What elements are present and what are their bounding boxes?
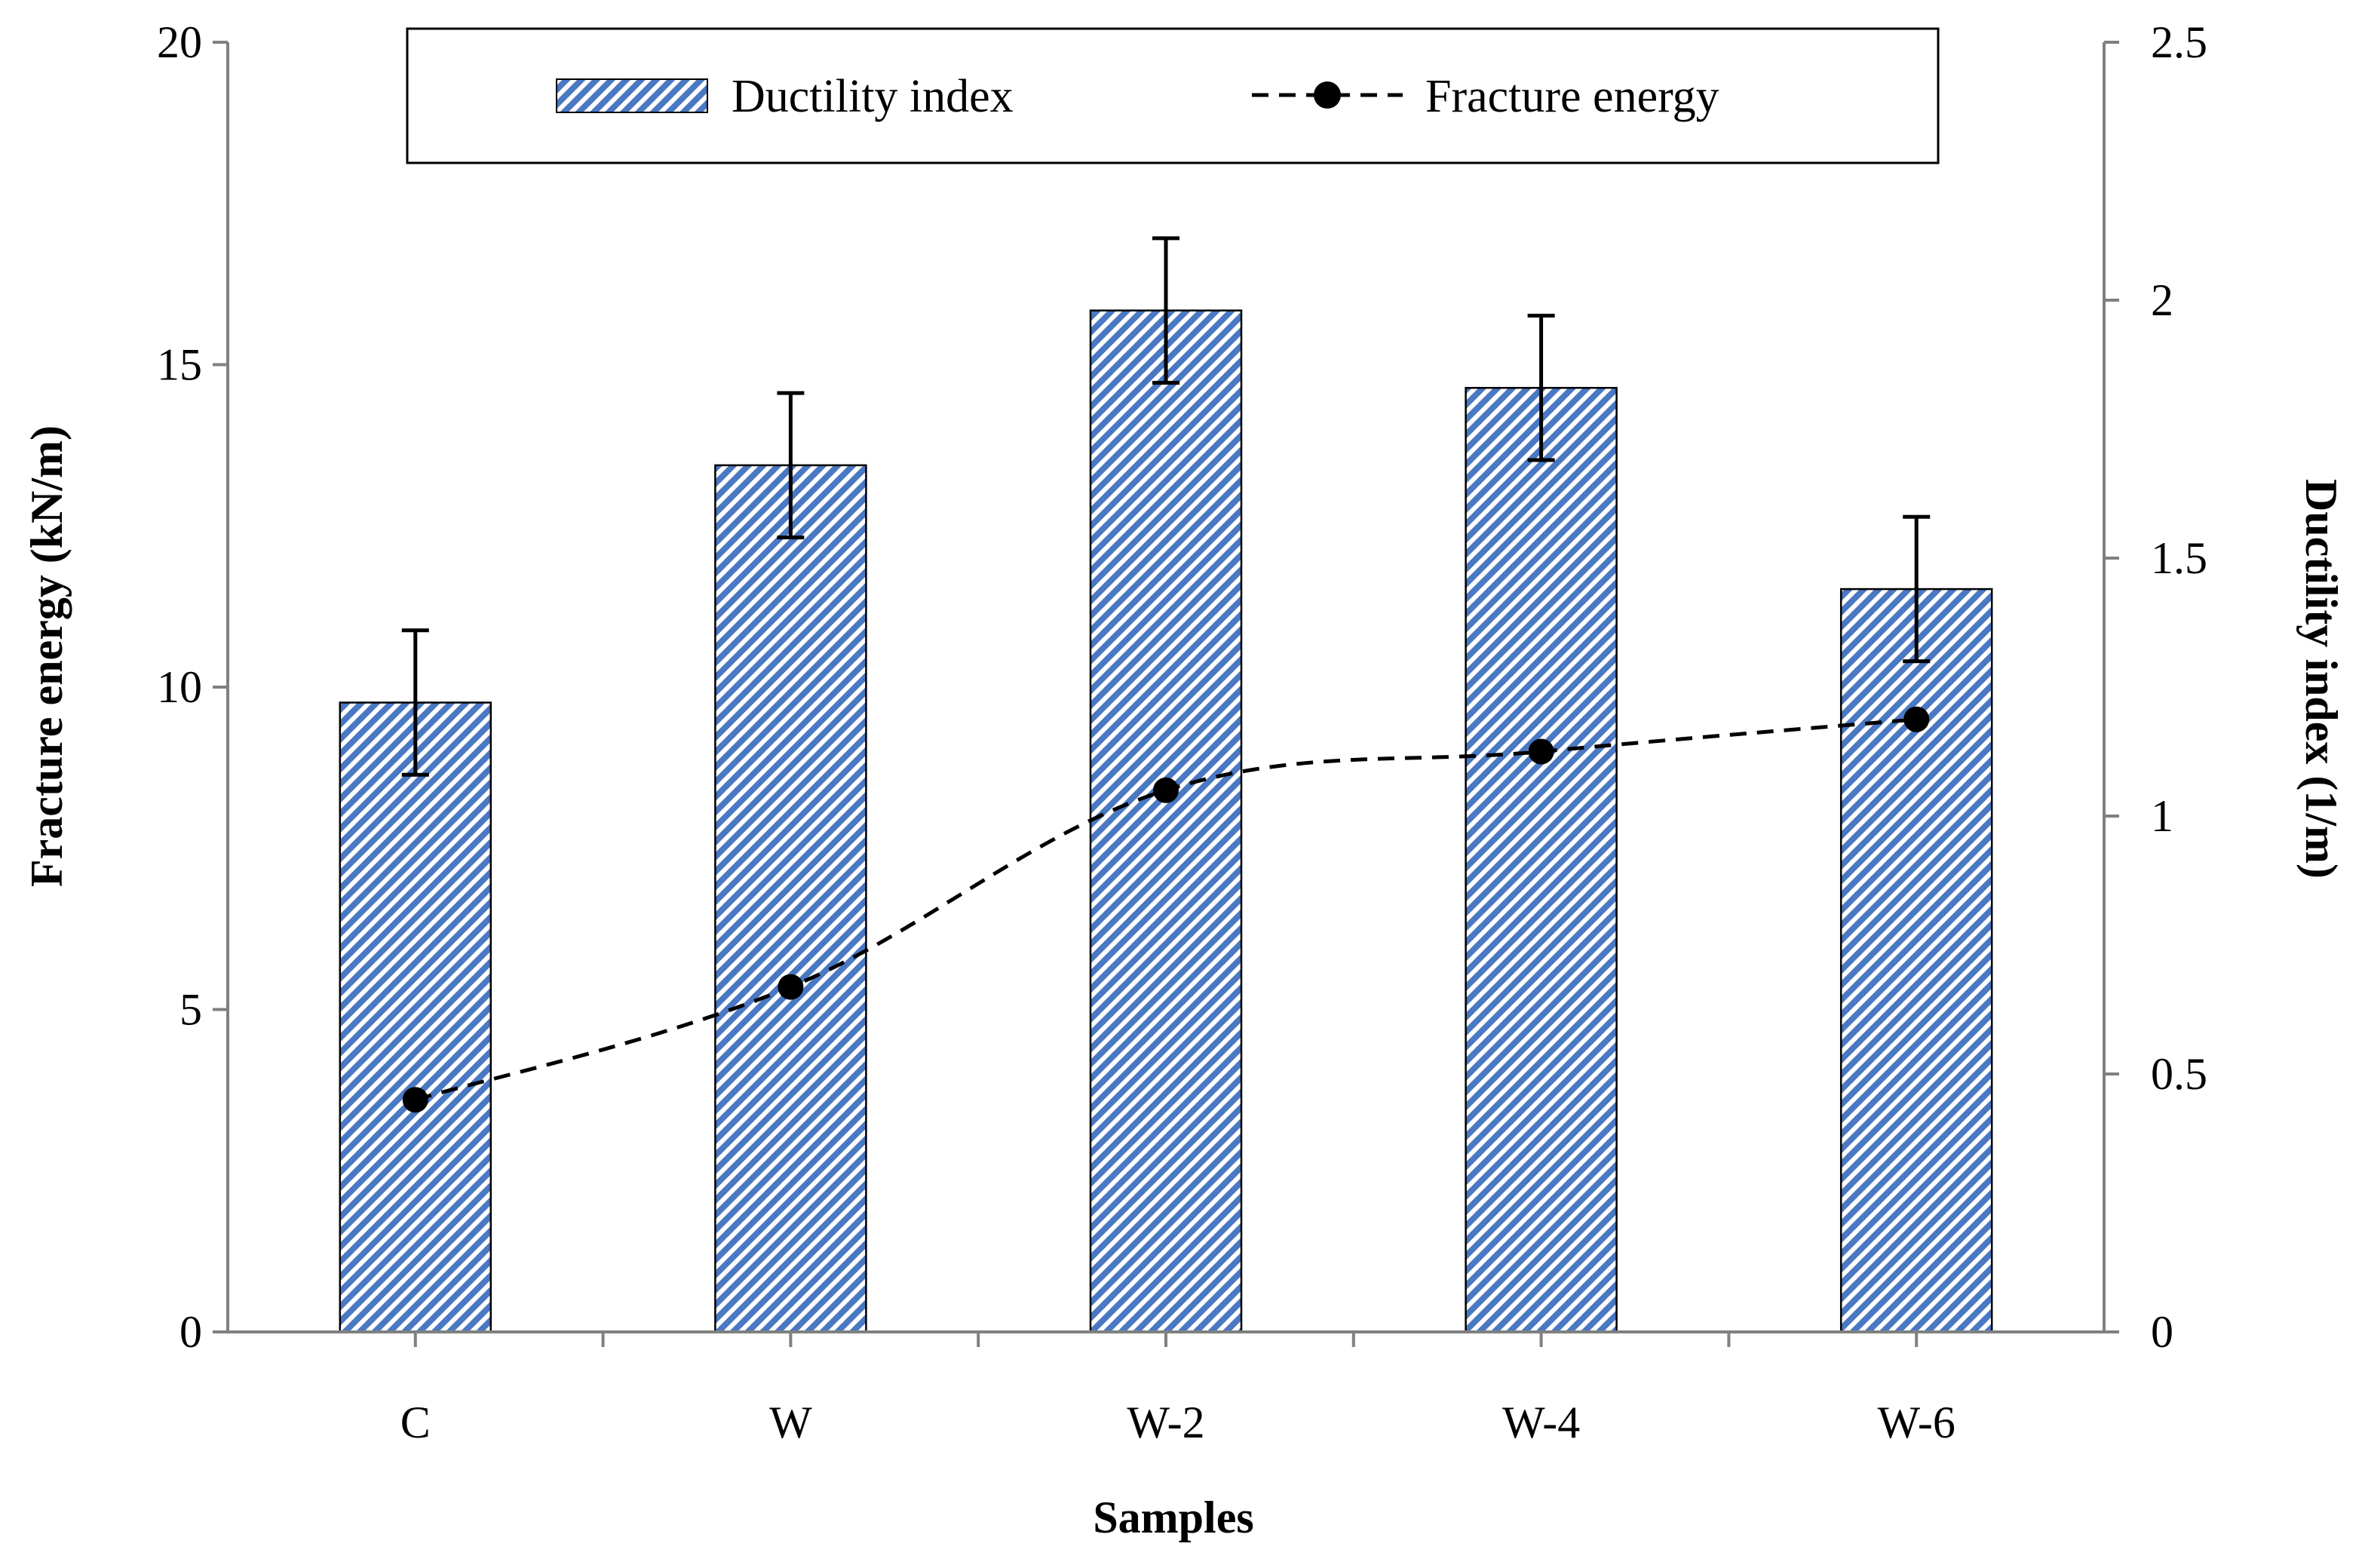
bar-w-4 (1465, 387, 1618, 1333)
y-left-tick-label: 5 (179, 985, 202, 1035)
y-right-tick-label: 1 (2151, 791, 2173, 841)
legend-swatch-ductility-index (556, 78, 708, 113)
legend-label-ductility-index: Ductility index (732, 71, 1014, 122)
y-left-tick-label: 10 (157, 662, 202, 712)
x-tick-label-w: W (769, 1398, 812, 1447)
fracture-energy-point-c (402, 1087, 428, 1113)
y-right-tick-label: 0 (2151, 1307, 2173, 1357)
fracture-energy-point-w (778, 974, 804, 1000)
bar-w-6 (1839, 588, 1993, 1333)
y-right-tick-label: 0.5 (2151, 1049, 2207, 1099)
x-tick-label-c: C (400, 1398, 431, 1447)
x-tick-label-w-6: W-6 (1878, 1398, 1955, 1447)
x-axis-title: Samples (1093, 1493, 1253, 1542)
x-tick-label-w-2: W-2 (1127, 1398, 1204, 1447)
legend: Ductility index Fracture energy (406, 27, 1940, 164)
bar-w (714, 464, 867, 1333)
y-axis-left-title: Fracture energy (kN/m) (22, 425, 72, 887)
y-left-tick-label: 20 (157, 17, 202, 67)
y-left-tick-label: 15 (157, 340, 202, 390)
bar-c (339, 701, 492, 1333)
y-right-tick-label: 2 (2151, 275, 2173, 325)
legend-label-fracture-energy: Fracture energy (1425, 71, 1719, 122)
y-right-tick-label: 1.5 (2151, 533, 2207, 583)
x-tick-label-w-4: W-4 (1502, 1398, 1580, 1447)
fracture-energy-point-w-6 (1903, 706, 1930, 732)
legend-marker-fracture-energy (1314, 81, 1341, 109)
fracture-energy-point-w-4 (1528, 738, 1554, 765)
plot-area: 0 5 10 15 20 0 0.5 1 1.5 2 2.5 C W W-2 W-4 W-6 (157, 17, 2207, 1447)
y-left-tick-label: 0 (179, 1307, 202, 1357)
y-right-tick-label: 2.5 (2151, 17, 2207, 67)
y-axis-right-title: Ductility index (1/m) (2296, 479, 2346, 879)
fracture-energy-point-w-2 (1153, 777, 1179, 803)
bar-w-2 (1089, 309, 1243, 1333)
